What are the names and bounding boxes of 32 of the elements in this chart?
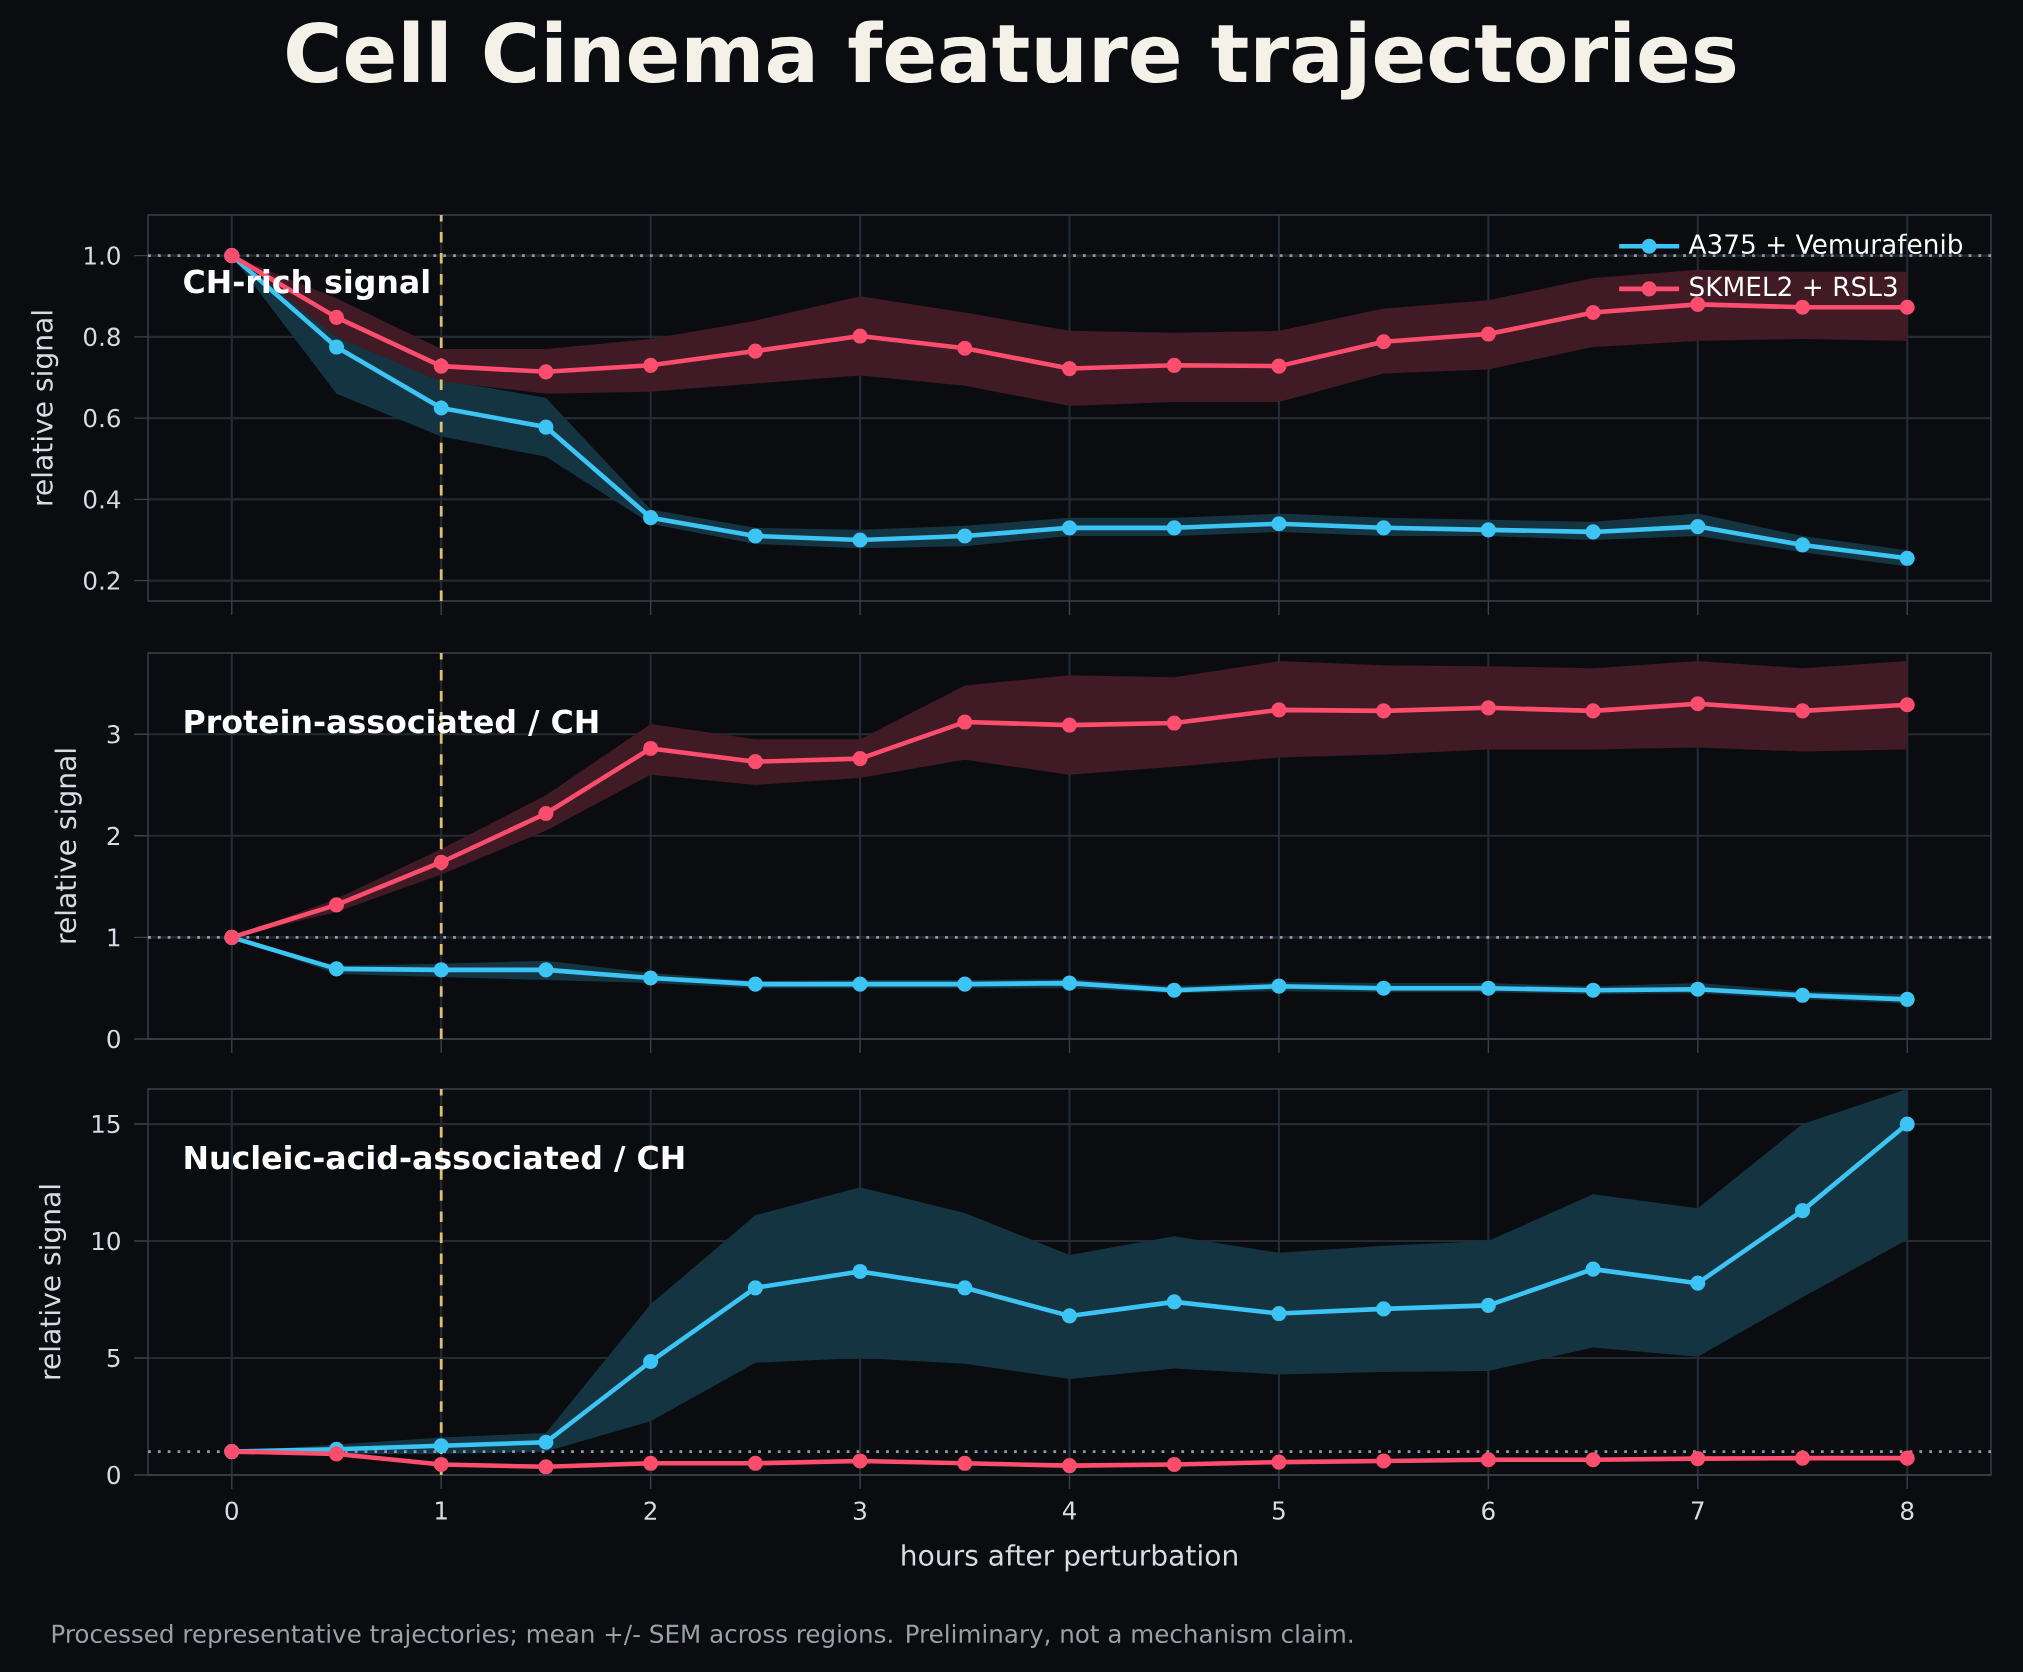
text: Processed representative trajectories; mean +/- SEM across regions. Preliminary, not a mechanism claim. [52,1624,1353,1648]
y-tick-label: 0 [107,1465,120,1485]
y-tick-label: 0.6 [84,408,120,428]
x-tick-label: 7 [1692,1501,1704,1520]
y-tick-label: 15 [92,1114,120,1134]
legend-label: A375 + Vemurafenib [1688,233,1963,255]
y-tick-label: 0 [107,1029,120,1049]
text: Nucleic-acid-associated / CH [185,1144,684,1172]
y-tick-label: 1.0 [85,246,120,265]
text: Cell Cinema feature trajectories [287,20,1736,100]
y-tick-label: 1 [108,928,120,947]
y-axis-title: relative signal [31,311,59,505]
y-tick-label: 10 [92,1231,120,1251]
x-tick-label: 3 [854,1501,866,1521]
y-tick-label: 0.2 [84,571,120,590]
x-tick-label: 6 [1482,1501,1495,1521]
text: Protein-associated / CH [185,708,598,736]
x-tick-label: 0 [225,1501,238,1521]
x-tick-label: 1 [436,1501,447,1520]
y-tick-label: 0.4 [84,490,121,509]
x-axis-title: hours after perturbation [902,1544,1237,1572]
y-axis-title: relative signal [38,1185,67,1379]
x-tick-label: 8 [1901,1501,1914,1521]
y-tick-label: 2 [107,826,120,845]
y-tick-label: 0.8 [84,327,120,347]
y-tick-label: 5 [107,1348,120,1368]
y-tick-label: 3 [107,724,120,744]
legend-label: SKMEL2 + RSL3 [1690,276,1897,297]
x-tick-label: 4 [1062,1501,1076,1520]
x-tick-label: 2 [644,1501,656,1520]
y-axis-title: relative signal [54,749,82,943]
x-tick-label: 5 [1272,1501,1285,1520]
